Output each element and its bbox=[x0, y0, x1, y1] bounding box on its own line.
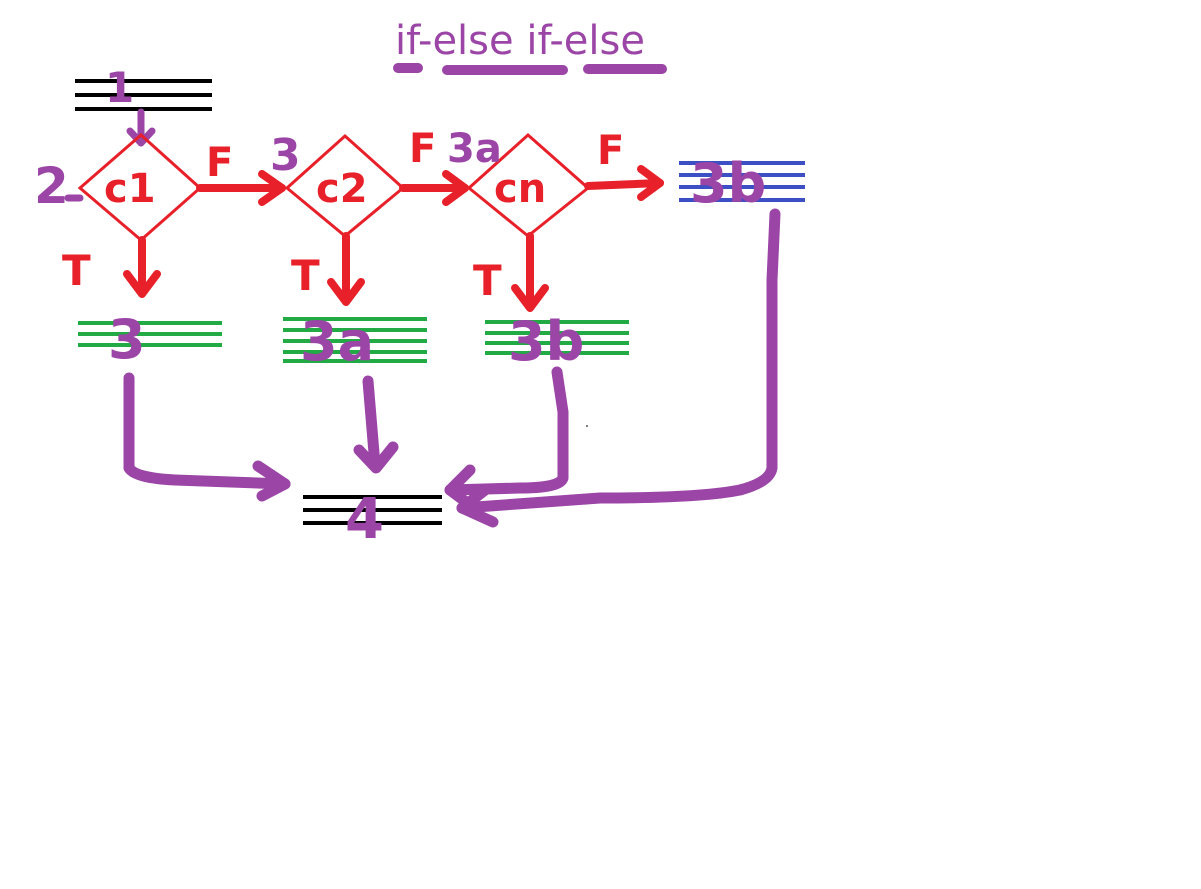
end-block-lines bbox=[303, 495, 442, 525]
false-arrow-c2-cn bbox=[399, 170, 469, 206]
merge-arrow-else bbox=[456, 208, 781, 528]
decision-c1-label: c1 bbox=[104, 166, 156, 212]
stray-dot bbox=[586, 425, 588, 427]
false-arrow-c1-c2 bbox=[196, 170, 286, 206]
start-block-lines bbox=[75, 79, 212, 111]
true-arrow-c1 bbox=[123, 236, 161, 298]
true-label-c1: T bbox=[62, 246, 91, 295]
block-c2-lines bbox=[283, 317, 427, 363]
block-c1-lines bbox=[78, 321, 222, 347]
true-arrow-cn bbox=[511, 232, 549, 312]
false-label-c2: F bbox=[409, 126, 436, 172]
end-block-label: 4 bbox=[345, 487, 384, 552]
merge-arrow-block-cn bbox=[444, 366, 569, 511]
block-cn-lines bbox=[485, 320, 629, 355]
merge-arrow-block-c1 bbox=[123, 372, 291, 502]
decision-c2-step: 3 bbox=[270, 130, 301, 181]
condition-step-label: 2 bbox=[34, 157, 69, 215]
true-label-c2: T bbox=[291, 251, 320, 300]
decision-cn-label: cn bbox=[494, 166, 546, 212]
true-label-cn: T bbox=[473, 256, 502, 305]
block-c1-label: 3 bbox=[108, 308, 146, 371]
block-c2-label: 3a bbox=[300, 310, 374, 373]
else-block-label: 3b bbox=[690, 152, 766, 215]
decision-c2-label: c2 bbox=[316, 166, 368, 212]
false-label-c1: F bbox=[206, 140, 233, 186]
decision-cn-step: 3a bbox=[447, 126, 502, 172]
true-arrow-c2 bbox=[327, 232, 365, 306]
title-underline bbox=[393, 63, 667, 75]
start-block-label: 1 bbox=[105, 63, 134, 112]
else-block-lines bbox=[679, 161, 805, 202]
diagram-title: if-else if-else bbox=[395, 18, 645, 64]
false-arrow-cn-else bbox=[584, 165, 664, 201]
arrow-start-to-c1 bbox=[126, 108, 156, 147]
merge-arrow-block-c2 bbox=[353, 375, 399, 474]
false-label-cn: F bbox=[597, 128, 624, 174]
block-cn-label: 3b bbox=[508, 310, 584, 373]
